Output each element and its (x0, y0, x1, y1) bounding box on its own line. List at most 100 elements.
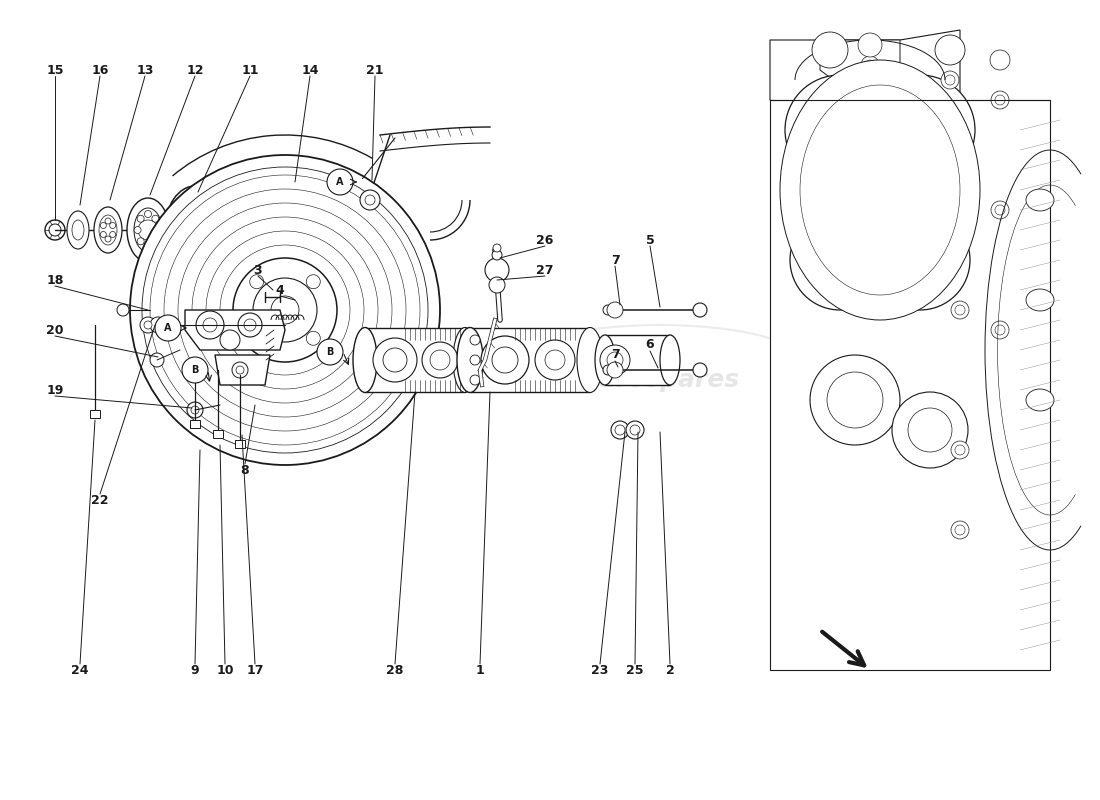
Ellipse shape (1026, 189, 1054, 211)
Ellipse shape (595, 335, 615, 385)
Circle shape (991, 201, 1009, 219)
Ellipse shape (67, 211, 89, 249)
Circle shape (884, 94, 956, 166)
Text: eurospares: eurospares (191, 368, 349, 392)
Circle shape (955, 305, 965, 315)
Polygon shape (605, 335, 670, 385)
Ellipse shape (165, 186, 226, 274)
Circle shape (238, 313, 262, 337)
Circle shape (610, 421, 629, 439)
Circle shape (183, 218, 207, 242)
Text: 19: 19 (46, 383, 64, 397)
Circle shape (150, 175, 420, 445)
Circle shape (485, 258, 509, 282)
Circle shape (790, 210, 890, 310)
Circle shape (952, 301, 969, 319)
Circle shape (804, 94, 876, 166)
Ellipse shape (1026, 389, 1054, 411)
Bar (190, 420, 200, 428)
Circle shape (827, 372, 883, 428)
Circle shape (233, 258, 337, 362)
Circle shape (996, 95, 1005, 105)
Circle shape (493, 244, 500, 252)
Bar (90, 410, 100, 418)
Circle shape (607, 362, 623, 378)
Circle shape (142, 167, 428, 453)
Circle shape (138, 238, 144, 245)
Polygon shape (365, 328, 465, 392)
Text: 25: 25 (626, 663, 644, 677)
Circle shape (365, 195, 375, 205)
Polygon shape (470, 328, 590, 392)
Text: 7: 7 (610, 254, 619, 266)
Ellipse shape (353, 327, 377, 393)
Circle shape (317, 339, 343, 365)
Circle shape (220, 330, 240, 350)
Ellipse shape (173, 197, 217, 263)
Circle shape (110, 222, 115, 229)
Circle shape (191, 406, 199, 414)
Circle shape (234, 259, 336, 361)
Text: 8: 8 (241, 463, 250, 477)
Circle shape (45, 220, 65, 240)
Ellipse shape (99, 215, 117, 245)
Text: 20: 20 (46, 323, 64, 337)
Polygon shape (214, 355, 270, 385)
Circle shape (996, 205, 1005, 215)
Circle shape (236, 366, 244, 374)
Text: 9: 9 (190, 663, 199, 677)
Circle shape (812, 32, 848, 68)
Text: 11: 11 (241, 63, 258, 77)
Circle shape (204, 318, 217, 332)
Circle shape (615, 425, 625, 435)
Text: 16: 16 (91, 63, 109, 77)
Circle shape (990, 50, 1010, 70)
Circle shape (422, 342, 458, 378)
Circle shape (865, 60, 874, 70)
Circle shape (196, 311, 224, 339)
Text: 22: 22 (91, 494, 109, 506)
Text: 7: 7 (610, 349, 619, 362)
Circle shape (250, 274, 264, 289)
Circle shape (164, 189, 406, 431)
Circle shape (603, 305, 613, 315)
Circle shape (955, 525, 965, 535)
Circle shape (152, 238, 158, 245)
Circle shape (160, 317, 176, 333)
Text: 10: 10 (217, 663, 233, 677)
Polygon shape (770, 30, 960, 120)
Circle shape (140, 317, 156, 333)
Circle shape (607, 302, 623, 318)
Circle shape (888, 227, 953, 293)
Text: 18: 18 (46, 274, 64, 286)
Circle shape (492, 347, 518, 373)
Circle shape (271, 296, 299, 324)
Circle shape (144, 210, 152, 218)
Circle shape (244, 319, 256, 331)
Circle shape (908, 408, 952, 452)
Ellipse shape (660, 335, 680, 385)
Circle shape (693, 303, 707, 317)
Circle shape (144, 321, 152, 329)
Text: B: B (327, 347, 333, 357)
Circle shape (991, 321, 1009, 339)
Ellipse shape (134, 208, 162, 252)
Circle shape (220, 245, 350, 375)
Circle shape (996, 325, 1005, 335)
Circle shape (206, 231, 364, 389)
Ellipse shape (800, 85, 960, 295)
Text: 4: 4 (276, 283, 285, 297)
Circle shape (130, 155, 440, 465)
Ellipse shape (456, 327, 483, 393)
Circle shape (152, 215, 158, 222)
Circle shape (233, 218, 241, 226)
Circle shape (858, 33, 882, 57)
Circle shape (865, 75, 975, 185)
Circle shape (935, 35, 965, 65)
Text: eurospares: eurospares (581, 368, 739, 392)
Circle shape (544, 350, 565, 370)
Circle shape (870, 210, 970, 310)
Text: 6: 6 (646, 338, 654, 351)
Polygon shape (770, 100, 1050, 670)
Circle shape (607, 352, 623, 368)
